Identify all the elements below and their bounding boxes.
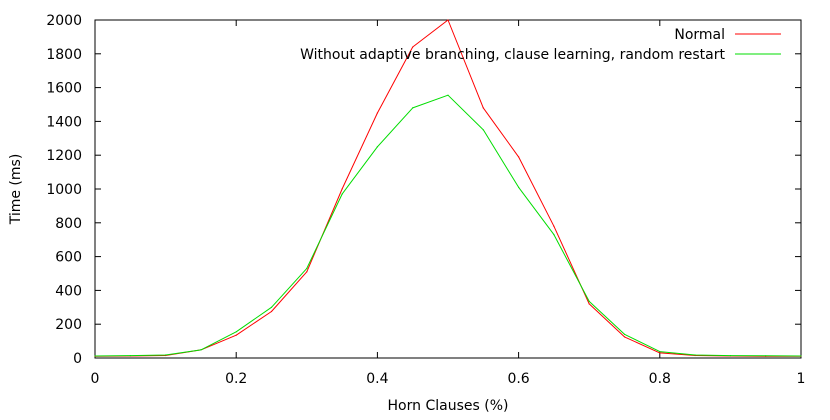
x-tick-label: 0.6 — [507, 371, 529, 387]
legend: Normal Without adaptive branching, clause… — [300, 27, 781, 63]
y-tick-label: 1600 — [46, 81, 82, 97]
y-tick-label: 600 — [55, 250, 82, 266]
data-point-series-2 — [412, 107, 414, 109]
y-tick-label: 1800 — [46, 47, 82, 63]
data-point-series-2 — [800, 355, 802, 357]
plot-border — [94, 19, 802, 359]
x-axis: 0 0.2 0.4 0.6 0.8 1 — [91, 20, 806, 387]
y-tick-label: 200 — [55, 317, 82, 333]
plot-frame — [94, 19, 802, 359]
series-line-1 — [94, 19, 801, 357]
y-tick-label: 1400 — [46, 114, 82, 130]
data-point-series-1 — [306, 271, 308, 273]
y-axis-label: Time (ms) — [8, 154, 24, 226]
data-point-series-1 — [376, 112, 378, 114]
data-point-series-1 — [553, 225, 555, 227]
y-tick-label: 1200 — [46, 148, 82, 164]
series-line-2 — [94, 94, 802, 357]
x-tick-label: 0.2 — [225, 371, 247, 387]
data-point-series-1 — [235, 334, 237, 336]
data-point-series-2 — [553, 234, 555, 236]
legend-label: Without adaptive branching, clause learn… — [300, 47, 725, 63]
data-point-series-2 — [235, 331, 237, 333]
y-tick-label: 400 — [55, 283, 82, 299]
data-point-series-2 — [588, 300, 590, 302]
data-point-series-2 — [623, 333, 626, 335]
x-tick-label: 0 — [91, 371, 100, 387]
data-point-series-2 — [765, 355, 767, 357]
x-axis-label: Horn Clauses (%) — [388, 398, 509, 414]
x-tick-label: 0.4 — [366, 371, 388, 387]
data-point-series-1 — [518, 156, 520, 158]
data-point-series-1 — [447, 19, 449, 21]
data-point-series-1 — [341, 188, 343, 190]
data-point-series-2 — [94, 355, 96, 357]
data-point-series-1 — [270, 310, 273, 313]
data-point-series-2 — [129, 355, 131, 357]
legend-label: Normal — [674, 27, 725, 43]
data-point-series-2 — [729, 355, 732, 357]
data-point-series-1 — [482, 107, 484, 109]
data-point-series-2 — [341, 193, 343, 195]
y-tick-label: 800 — [55, 216, 82, 232]
data-point-series-2 — [376, 146, 378, 148]
data-point-series-1 — [659, 352, 661, 354]
data-point-series-2 — [518, 186, 520, 188]
y-axis: 0 200 400 600 800 1000 1200 1400 1600 1800 2000 — [46, 13, 801, 367]
data-point-series-2 — [694, 354, 696, 356]
data-point-series-2 — [270, 306, 273, 308]
data-point-series-2 — [200, 349, 202, 351]
data-point-series-1 — [623, 336, 626, 338]
y-tick-label: 2000 — [46, 13, 82, 29]
y-tick-label: 0 — [73, 351, 82, 367]
y-tick-label: 1000 — [46, 182, 82, 198]
series-layer — [94, 19, 802, 357]
data-point-series-2 — [165, 354, 167, 356]
data-point-series-2 — [482, 129, 484, 131]
data-point-series-2 — [447, 94, 449, 96]
x-tick-label: 1 — [797, 371, 806, 387]
data-point-series-2 — [306, 267, 308, 270]
data-point-series-1 — [412, 46, 414, 48]
data-point-series-1 — [588, 303, 590, 305]
x-tick-label: 0.8 — [649, 371, 671, 387]
data-point-series-2 — [659, 350, 661, 353]
